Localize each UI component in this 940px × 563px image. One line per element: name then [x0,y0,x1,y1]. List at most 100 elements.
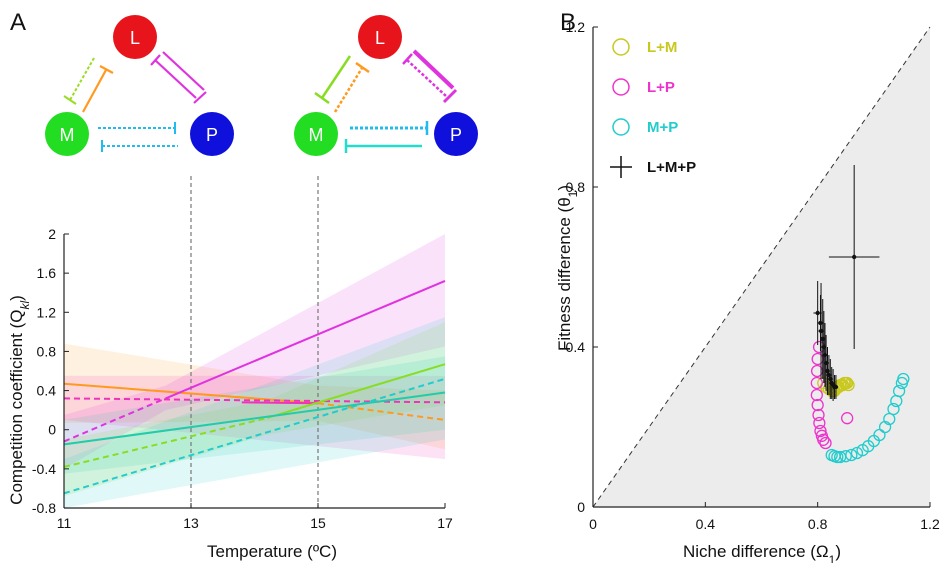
edge-l-to-p-2 [162,51,205,91]
node-p-label: P [450,125,462,145]
node-p [190,112,234,156]
point-m-p [850,446,864,460]
node-l-label: L [130,28,140,48]
y-tick-label: -0.8 [32,500,56,516]
legend-marker-l-m [612,38,630,56]
edge-l-to-p-2 [412,49,455,90]
edge-m-to-l-cap [99,65,114,74]
point-l-m-p [833,384,839,390]
point-l-m-p [851,254,857,260]
edge-l-to-p-1 [154,59,197,99]
point-m-p [839,450,852,463]
node-m-label: M [60,125,75,145]
legend-label-l-p: L+P [647,79,675,96]
confidence-band-2 [64,385,166,469]
confidence-band-8 [64,317,445,508]
legend-marker-m-p [612,118,630,136]
node-l-label: L [375,28,385,48]
point-l-p [810,388,823,402]
chart-b-legend: L+M L+P M+P L+M+P [610,38,696,178]
chart-a-axes: -0.8 -0.4 0 0.4 0.8 1.2 1.6 2 11 13 15 17 [32,226,453,531]
series-line-6 [63,416,268,468]
confidence-band-3 [165,234,445,411]
point-l-p [841,412,854,425]
series-line-5 [241,401,319,405]
series-line-4 [63,397,446,404]
series-line-2 [63,397,166,443]
point-l-p [814,424,827,438]
point-l-p [819,436,832,450]
chart-b-y-label: Fitness difference (θ1) [555,185,580,351]
chart-a: -0.8 -0.4 0 0.4 0.8 1.2 1.6 2 11 13 15 17 Temperatu… [7,176,453,561]
point-m-p [887,402,900,416]
node-p [434,112,478,156]
chart-b-axes: 0 0.4 0.8 1.2 0 0.4 0.8 1.2 [566,19,940,532]
chart-a-bands [64,234,445,508]
x-tick-label: 11 [57,515,72,531]
node-p-label: P [206,125,218,145]
y-tick-label: 0.8 [37,343,57,359]
x-tick-label: 17 [437,515,453,531]
node-m-label: M [309,125,324,145]
point-l-m-p [815,310,820,316]
edge-m-to-l-cap [355,61,370,74]
y-tick-label: 0 [577,499,585,515]
y-tick-label: 1.6 [37,265,57,281]
edge-l-to-p-cap-2 [442,88,458,104]
y-tick-label: -0.4 [32,461,56,477]
y-tick-label: 0 [48,422,56,438]
confidence-band-9 [64,356,445,474]
edge-l-to-p-1 [406,59,447,97]
point-l-p [812,408,825,422]
node-m [45,112,89,156]
y-tick-label: 1.2 [566,19,586,35]
y-tick-label: 0.4 [37,383,57,399]
edge-l-to-m-cap [314,91,330,105]
chart-a-x-label: Temperature (ºC) [207,542,337,561]
panel-letter-b: B [560,9,576,36]
edge-l-to-m [320,55,352,99]
series-line-8 [63,377,446,495]
edge-l-to-m-cap [63,95,77,105]
edge-m-to-l [333,67,364,113]
edge-l-to-p-cap-2 [193,91,207,104]
chart-b-points [810,165,910,464]
y-tick-label: 1.2 [37,304,57,320]
point-m-p [845,448,858,462]
chart-a-y-label: Competition coefficient (Qkl) [7,295,32,505]
diagonal-line [592,26,931,508]
point-m-p [831,450,844,464]
edge-m-to-l [82,69,107,113]
x-tick-label: 15 [310,515,326,531]
point-l-m [842,378,855,392]
point-l-m-p [818,328,824,334]
edge-l-to-p-cap-1 [150,54,161,66]
point-l-m-p [818,320,823,326]
point-l-p [810,376,823,390]
confidence-band-7 [267,322,445,435]
x-tick-label: 0.8 [808,516,828,532]
chart-a-reference-lines [190,176,319,508]
node-l [358,15,402,59]
node-l [113,15,157,59]
y-tick-label: 2 [48,226,56,242]
series-line-7 [266,363,446,419]
x-tick-label: 0.4 [696,516,716,532]
point-m-p [897,372,910,386]
chart-a-series [63,280,446,495]
legend-marker-l-p [612,78,630,96]
series-line-3 [165,280,446,400]
interaction-diagram-1: L M P [45,15,234,156]
edge-l-to-p-cap-1 [402,53,413,65]
series-line-9 [63,391,446,446]
x-tick-label: 13 [183,515,199,531]
point-l-p [813,416,826,430]
y-tick-label: 0.8 [566,179,586,195]
edge-l-to-m [69,57,95,101]
legend-label-l-m: L+M [647,39,677,56]
panel-letter-a: A [10,9,26,36]
point-l-p [811,398,824,412]
chart-b: 0 0.4 0.8 1.2 0 0.4 0.8 1.2 L+M L+P M+P L+M+P Nich… [555,19,940,563]
point-l-p [817,433,830,446]
